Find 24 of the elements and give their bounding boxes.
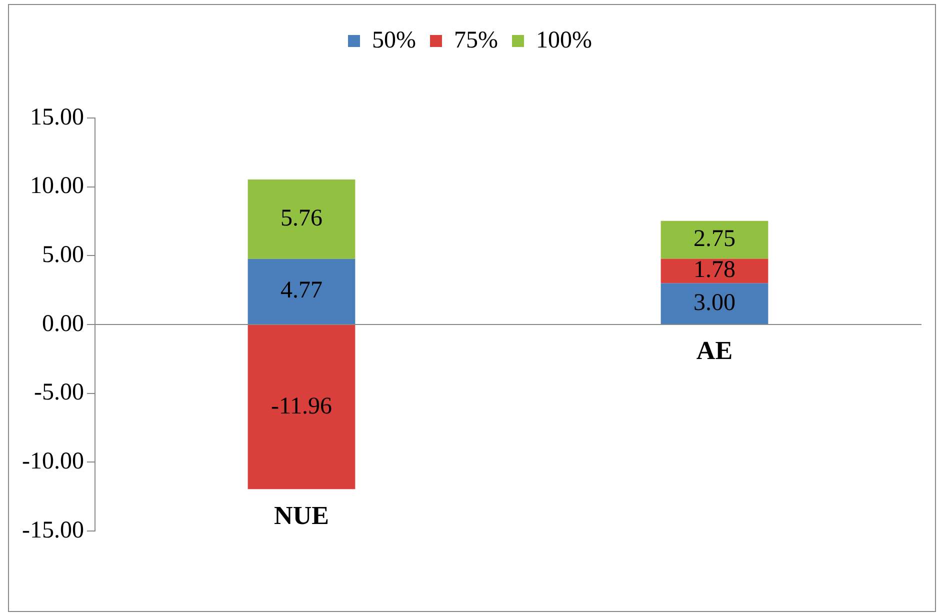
legend-label: 50% — [372, 27, 416, 54]
x-tick-label: NUE — [274, 500, 329, 530]
bar — [660, 220, 768, 259]
y-tick-label: 0.00 — [42, 310, 84, 337]
bar — [248, 180, 356, 259]
y-tick-label: -5.00 — [34, 380, 84, 406]
text: -11.96 — [270, 393, 332, 420]
y-tick-label: 15.00 — [30, 104, 84, 130]
legend-label: 75% — [454, 27, 498, 54]
text: 4.77 — [280, 278, 322, 304]
y-tick-label: -10.00 — [22, 448, 84, 474]
legend-label: 100% — [536, 27, 592, 54]
y-tick-label: -15.00 — [22, 517, 84, 544]
bar — [660, 283, 768, 324]
bar — [660, 258, 768, 284]
bar — [248, 325, 356, 490]
y-tick-label: 10.00 — [30, 173, 84, 200]
bar — [248, 258, 356, 324]
text: 2.75 — [694, 226, 736, 252]
text: 5.76 — [280, 205, 322, 232]
text: 1.78 — [694, 257, 736, 284]
x-tick-label: AE — [696, 336, 733, 366]
y-tick-label: 5.00 — [42, 242, 84, 268]
text: 3.00 — [694, 290, 736, 316]
